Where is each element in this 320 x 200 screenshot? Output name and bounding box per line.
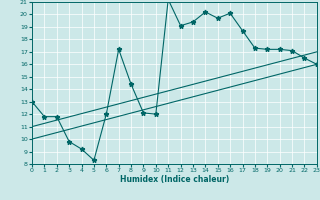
X-axis label: Humidex (Indice chaleur): Humidex (Indice chaleur)	[120, 175, 229, 184]
